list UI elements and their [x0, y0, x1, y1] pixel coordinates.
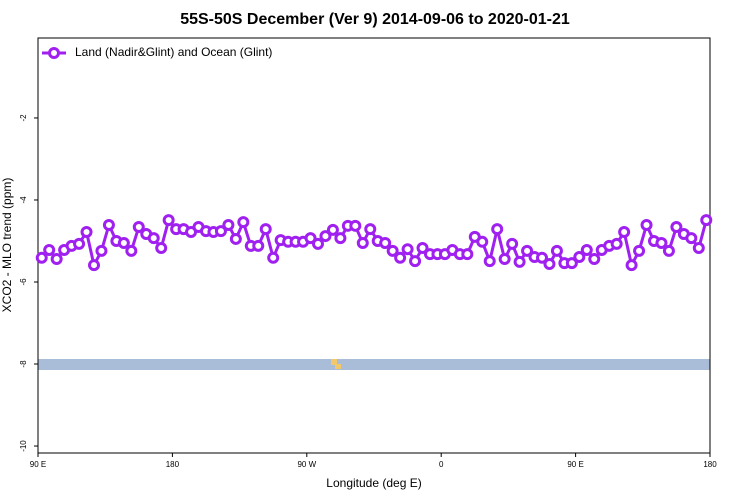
point: [237, 216, 250, 229]
y-tick-label: -6: [19, 278, 28, 286]
point: [125, 244, 138, 257]
point: [155, 241, 168, 254]
x-tick-label: 90 E: [30, 460, 46, 469]
point: [349, 219, 362, 232]
point: [506, 237, 519, 250]
point: [565, 257, 578, 270]
x-axis-label: Longitude (deg E): [326, 476, 421, 490]
map-strip: [38, 359, 710, 370]
x-tick-label: 90 W: [297, 460, 316, 469]
point: [573, 250, 586, 263]
point: [319, 230, 332, 243]
point: [326, 223, 339, 236]
point: [35, 251, 48, 264]
map-land: [331, 359, 337, 365]
x-tick-label: 0: [439, 460, 444, 469]
y-tick-label: -8: [19, 360, 28, 368]
point: [222, 218, 235, 231]
x-tick-label: 90 E: [567, 460, 583, 469]
point: [662, 244, 675, 257]
point: [483, 255, 496, 268]
legend-marker: [48, 47, 60, 59]
point: [73, 237, 86, 250]
point: [162, 214, 175, 227]
point: [364, 223, 377, 236]
point: [214, 225, 227, 238]
y-tick-label: -4: [19, 196, 28, 204]
point: [513, 255, 526, 268]
point: [334, 232, 347, 245]
point: [379, 237, 392, 250]
point: [588, 253, 601, 266]
point: [147, 232, 160, 245]
point: [536, 251, 548, 264]
point: [394, 251, 407, 264]
point: [117, 237, 130, 250]
point: [304, 232, 317, 245]
y-tick-label: -10: [19, 440, 28, 452]
point: [640, 218, 653, 231]
point: [633, 244, 646, 257]
point: [102, 218, 115, 231]
point: [50, 253, 63, 266]
point: [670, 221, 683, 234]
map-land: [335, 364, 341, 369]
point: [401, 243, 414, 256]
point: [229, 232, 242, 245]
point: [685, 232, 698, 245]
point: [476, 235, 489, 248]
point: [88, 259, 100, 272]
point: [550, 244, 563, 257]
point: [95, 244, 108, 257]
chart-title: 55S-50S December (Ver 9) 2014-09-06 to 2…: [180, 11, 570, 28]
point: [521, 244, 534, 257]
point: [252, 239, 265, 252]
point: [356, 237, 369, 250]
point: [461, 248, 474, 261]
point: [700, 214, 713, 227]
x-tick-label: 180: [166, 460, 180, 469]
point: [625, 259, 638, 272]
point: [655, 237, 668, 250]
y-axis-label: XCO2 - MLO trend (ppm): [0, 178, 14, 313]
point: [409, 255, 422, 268]
point: [618, 225, 631, 238]
point: [610, 237, 623, 250]
point: [312, 237, 324, 250]
x-tick-label: 180: [703, 460, 717, 469]
point: [267, 251, 280, 264]
point: [43, 244, 56, 257]
point: [259, 223, 272, 236]
legend-label: Land (Nadir&Glint) and Ocean (Glint): [75, 45, 272, 59]
point: [692, 241, 705, 254]
point: [543, 257, 556, 270]
point: [491, 223, 504, 236]
point: [132, 221, 145, 234]
point: [416, 241, 429, 254]
point: [498, 253, 511, 266]
plot-frame: [37, 37, 711, 454]
point: [580, 244, 593, 257]
point: [386, 244, 399, 257]
y-tick-label: -2: [19, 114, 28, 122]
point: [80, 225, 93, 238]
